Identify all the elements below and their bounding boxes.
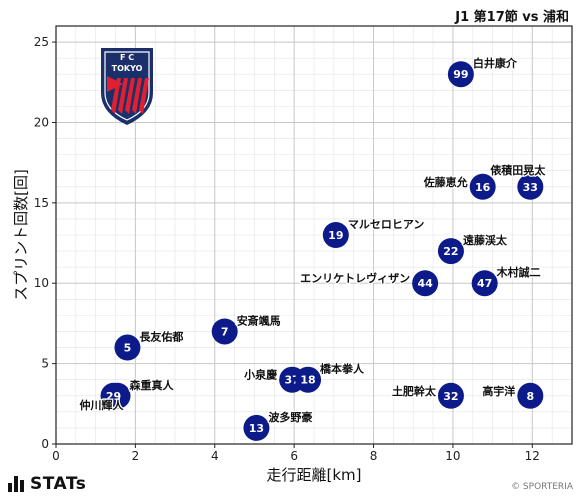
point-label: 佐藤恵允 <box>423 175 468 189</box>
data-point: 22 遠藤渓太 <box>437 232 509 265</box>
point-number: 16 <box>475 181 491 194</box>
point-marker <box>243 414 270 441</box>
point-marker <box>322 222 349 248</box>
point-number: 22 <box>443 245 458 258</box>
logo-tokyo-text: TOKYO <box>112 64 143 73</box>
x-tick-label: 10 <box>445 449 460 463</box>
axes: 0 2 4 6 8 10 12 0 5 10 15 20 25 <box>34 25 573 463</box>
shield-border <box>104 51 150 121</box>
logo-stripe <box>132 78 142 114</box>
stats-brand: STATs <box>8 474 86 494</box>
logo-fc-text: F C <box>120 53 134 62</box>
copyright: © SPORTERIA <box>511 482 573 492</box>
data-point: 16 佐藤恵允 <box>421 173 496 200</box>
point-number: 44 <box>417 277 433 290</box>
fc-tokyo-logo: F C TOKYO <box>101 48 153 125</box>
x-tick-label: 0 <box>52 449 60 463</box>
point-number: 8 <box>526 390 534 403</box>
point-label: 安斎颯馬 <box>237 313 281 327</box>
point-marker <box>100 382 127 409</box>
point-marker <box>437 382 464 409</box>
point-number: 5 <box>124 342 132 355</box>
brand-name: STATs <box>30 474 87 494</box>
point-label: 森重真人 <box>130 378 175 392</box>
point-number: 99 <box>453 68 468 81</box>
point-marker <box>469 173 496 200</box>
logo-stripe <box>111 78 121 114</box>
stats-logo-icon <box>8 476 24 492</box>
point-number: 33 <box>523 181 538 194</box>
point-label: 波多野豪 <box>268 410 312 424</box>
data-point: 44 エンリケトレヴィザン <box>299 270 439 297</box>
y-tick-label: 10 <box>34 276 49 290</box>
point-number: 13 <box>249 422 264 435</box>
logo-stripe <box>118 78 128 114</box>
point-number: 47 <box>477 277 492 290</box>
data-point: 99 白井康介 <box>447 55 519 88</box>
point-marker <box>517 173 544 200</box>
point-label: 高宇洋 <box>482 384 515 398</box>
y-tick-label: 0 <box>41 437 49 451</box>
point-label: マルセロヒアン <box>348 218 425 231</box>
x-tick-label: 12 <box>525 449 540 463</box>
point-label: エンリケトレヴィザン <box>300 271 410 285</box>
point-marker <box>447 61 474 88</box>
data-point: 8 高宇洋 <box>481 382 544 409</box>
data-point: 7 安斎颯馬 <box>211 312 282 345</box>
point-number: 7 <box>221 325 229 338</box>
point-label: 木村誠二 <box>496 265 541 279</box>
y-tick-label: 20 <box>34 115 49 129</box>
point-number: 18 <box>300 374 315 387</box>
point-label: 遠藤渓太 <box>463 233 508 247</box>
point-label: 俵積田晃太 <box>490 163 546 177</box>
point-number: 19 <box>328 229 343 242</box>
x-axis-label: 走行距離[km] <box>266 466 361 484</box>
x-tick-label: 6 <box>290 449 298 463</box>
data-point: 19 マルセロヒアン <box>322 217 426 248</box>
point-marker <box>211 318 238 345</box>
point-number: 32 <box>443 390 458 403</box>
point-label: 白井康介 <box>473 56 518 70</box>
data-point: 13 波多野豪 <box>243 409 314 441</box>
data-point: 5 長友佑都 <box>114 328 185 361</box>
logo-arrow <box>107 76 123 92</box>
point-marker <box>412 270 439 297</box>
point-marker <box>437 238 464 265</box>
x-tick-label: 2 <box>132 449 140 463</box>
point-marker <box>517 382 544 409</box>
logo-stripe <box>139 78 149 114</box>
y-tick-label: 15 <box>34 196 49 210</box>
point-label: 橋本拳人 <box>320 362 365 376</box>
point-label: 小泉慶 <box>243 368 277 382</box>
point-label: 土肥幹太 <box>392 384 437 398</box>
y-tick-label: 5 <box>41 357 49 371</box>
data-points: 99 白井康介 16 佐藤恵允 33 俵積田晃太 19 マルセロヒアン 22 遠藤渓太 44 エンリケ… <box>78 55 548 441</box>
point-marker <box>114 334 141 361</box>
data-point: 18 橋本拳人 <box>295 360 366 393</box>
point-marker <box>295 366 322 393</box>
data-point: 33 俵積田晃太 <box>489 162 548 200</box>
y-axis-label: スプリント回数[回] <box>12 169 30 301</box>
x-tick-label: 4 <box>211 449 219 463</box>
point-number: 29 <box>106 390 121 403</box>
plot-frame <box>55 25 573 445</box>
y-tick-label: 25 <box>34 35 49 49</box>
data-point: 32 土肥幹太 <box>391 382 464 409</box>
point-marker <box>471 270 498 297</box>
x-tick-label: 8 <box>370 449 378 463</box>
chart-title: J1 第17節 vs 浦和 <box>455 10 569 25</box>
logo-stripe <box>125 78 135 114</box>
point-label: 仲川輝人 <box>80 398 125 412</box>
axis-labels: 走行距離[km] スプリント回数[回] <box>12 169 362 484</box>
point-label: 長友佑都 <box>139 330 183 344</box>
data-point: 47 木村誠二 <box>471 264 542 297</box>
